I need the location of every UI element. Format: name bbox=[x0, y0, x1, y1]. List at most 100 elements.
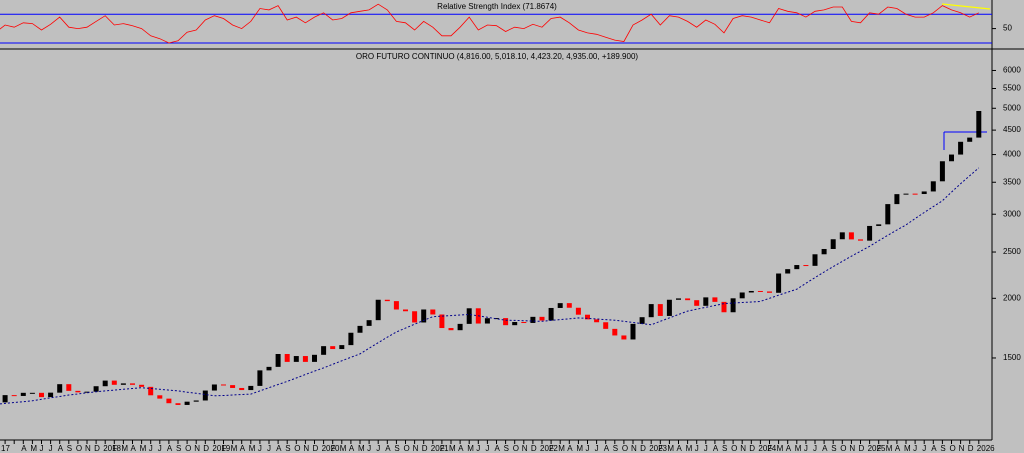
x-tick-label: A bbox=[458, 444, 464, 453]
rsi-line bbox=[0, 3, 979, 44]
x-tick-label: A bbox=[58, 444, 64, 453]
candle-body bbox=[521, 322, 527, 324]
candle-body bbox=[867, 225, 873, 241]
x-tick-label: A bbox=[131, 444, 137, 453]
y-tick-label: 2000 bbox=[1003, 293, 1021, 302]
candle-body bbox=[403, 309, 408, 312]
candle-body bbox=[757, 290, 763, 292]
candle-body bbox=[676, 298, 681, 300]
x-tick-label: A bbox=[495, 444, 501, 453]
y-tick-label: 2500 bbox=[1003, 247, 1021, 256]
x-tick-label: A bbox=[167, 444, 173, 453]
candle-body bbox=[448, 328, 454, 331]
candle-body bbox=[66, 384, 72, 391]
candle-body bbox=[657, 304, 663, 316]
candle-body bbox=[484, 318, 490, 324]
candle-body bbox=[557, 303, 563, 308]
x-tick-label: O bbox=[76, 444, 82, 453]
x-tick-label: 17 bbox=[1, 444, 10, 453]
candle-body bbox=[120, 383, 126, 385]
x-tick-label: 2023 bbox=[649, 444, 667, 453]
x-tick-label: N bbox=[413, 444, 419, 453]
candle-body bbox=[621, 335, 627, 340]
x-tick-label: D bbox=[422, 444, 428, 453]
candle-body bbox=[2, 395, 8, 403]
x-tick-label: A bbox=[786, 444, 792, 453]
y-tick-label: 3000 bbox=[1003, 209, 1021, 218]
candle-body bbox=[648, 304, 654, 318]
x-tick-label: F bbox=[440, 444, 445, 453]
candle-body bbox=[275, 354, 281, 367]
candle-body bbox=[239, 387, 245, 391]
x-tick-label: M bbox=[231, 444, 238, 453]
x-tick-label: M bbox=[886, 444, 893, 453]
candle-body bbox=[885, 204, 891, 225]
candle-body bbox=[776, 273, 782, 293]
x-tick-label: O bbox=[731, 444, 737, 453]
x-tick-label: M bbox=[249, 444, 256, 453]
x-tick-label: S bbox=[940, 444, 945, 453]
x-tick-label: N bbox=[194, 444, 200, 453]
x-tick-label: N bbox=[849, 444, 855, 453]
candle-body bbox=[803, 265, 809, 267]
candle-body bbox=[785, 269, 791, 274]
candle-body bbox=[739, 292, 745, 299]
x-tick-label: N bbox=[959, 444, 965, 453]
candle-body bbox=[666, 299, 672, 316]
x-tick-label: J bbox=[922, 444, 926, 453]
candle-body bbox=[685, 298, 691, 301]
x-tick-label: O bbox=[294, 444, 300, 453]
candle-body bbox=[639, 317, 645, 324]
candle-body bbox=[157, 395, 163, 399]
candle-body bbox=[57, 384, 63, 393]
y-tick-label: 6000 bbox=[1003, 66, 1021, 75]
x-tick-label: M bbox=[777, 444, 784, 453]
x-tick-label: D bbox=[859, 444, 865, 453]
candle-body bbox=[130, 383, 135, 385]
x-tick-label: J bbox=[258, 444, 262, 453]
x-tick-label: D bbox=[94, 444, 100, 453]
price-title: ORO FUTURO CONTINUO (4,816.00, 5,018.10,… bbox=[356, 52, 638, 61]
x-tick-label: J bbox=[813, 444, 817, 453]
candle-body bbox=[830, 239, 836, 249]
x-tick-label: J bbox=[704, 444, 708, 453]
candle-body bbox=[202, 390, 208, 401]
x-tick-label: S bbox=[67, 444, 72, 453]
candle-body bbox=[439, 314, 445, 329]
x-tick-label: 2021 bbox=[431, 444, 449, 453]
x-tick-label: M bbox=[121, 444, 128, 453]
moving-average bbox=[0, 167, 980, 405]
candle-body bbox=[912, 193, 918, 195]
x-tick-label: A bbox=[931, 444, 937, 453]
x-tick-label: A bbox=[349, 444, 355, 453]
x-tick-label: J bbox=[367, 444, 371, 453]
x-tick-label: J bbox=[695, 444, 699, 453]
candle-body bbox=[166, 398, 172, 404]
candle-body bbox=[575, 307, 581, 315]
x-tick-label: M bbox=[795, 444, 802, 453]
x-tick-label: O bbox=[404, 444, 410, 453]
y-tick-label: 4000 bbox=[1003, 150, 1021, 159]
y-tick-label: 50 bbox=[1003, 24, 1012, 33]
x-tick-label: 2018 bbox=[103, 444, 121, 453]
candle-body bbox=[730, 298, 736, 313]
candle-body bbox=[566, 303, 572, 308]
x-tick-label: A bbox=[21, 444, 27, 453]
x-tick-label: S bbox=[176, 444, 181, 453]
x-tick-label: D bbox=[640, 444, 646, 453]
candle-body bbox=[430, 309, 436, 315]
candle-body bbox=[858, 239, 863, 241]
rsi-title: Relative Strength Index (71.8674) bbox=[437, 2, 557, 11]
candle-body bbox=[876, 224, 882, 226]
x-tick-label: A bbox=[604, 444, 610, 453]
x-tick-label: D bbox=[313, 444, 319, 453]
candle-body bbox=[976, 110, 982, 138]
candle-body bbox=[384, 299, 390, 302]
candle-body bbox=[530, 316, 536, 323]
x-tick-label: J bbox=[49, 444, 53, 453]
candle-body bbox=[211, 384, 217, 391]
x-tick-label: A bbox=[385, 444, 391, 453]
x-tick-label: N bbox=[303, 444, 309, 453]
y-tick-label: 5500 bbox=[1003, 84, 1021, 93]
candle-body bbox=[321, 346, 327, 355]
